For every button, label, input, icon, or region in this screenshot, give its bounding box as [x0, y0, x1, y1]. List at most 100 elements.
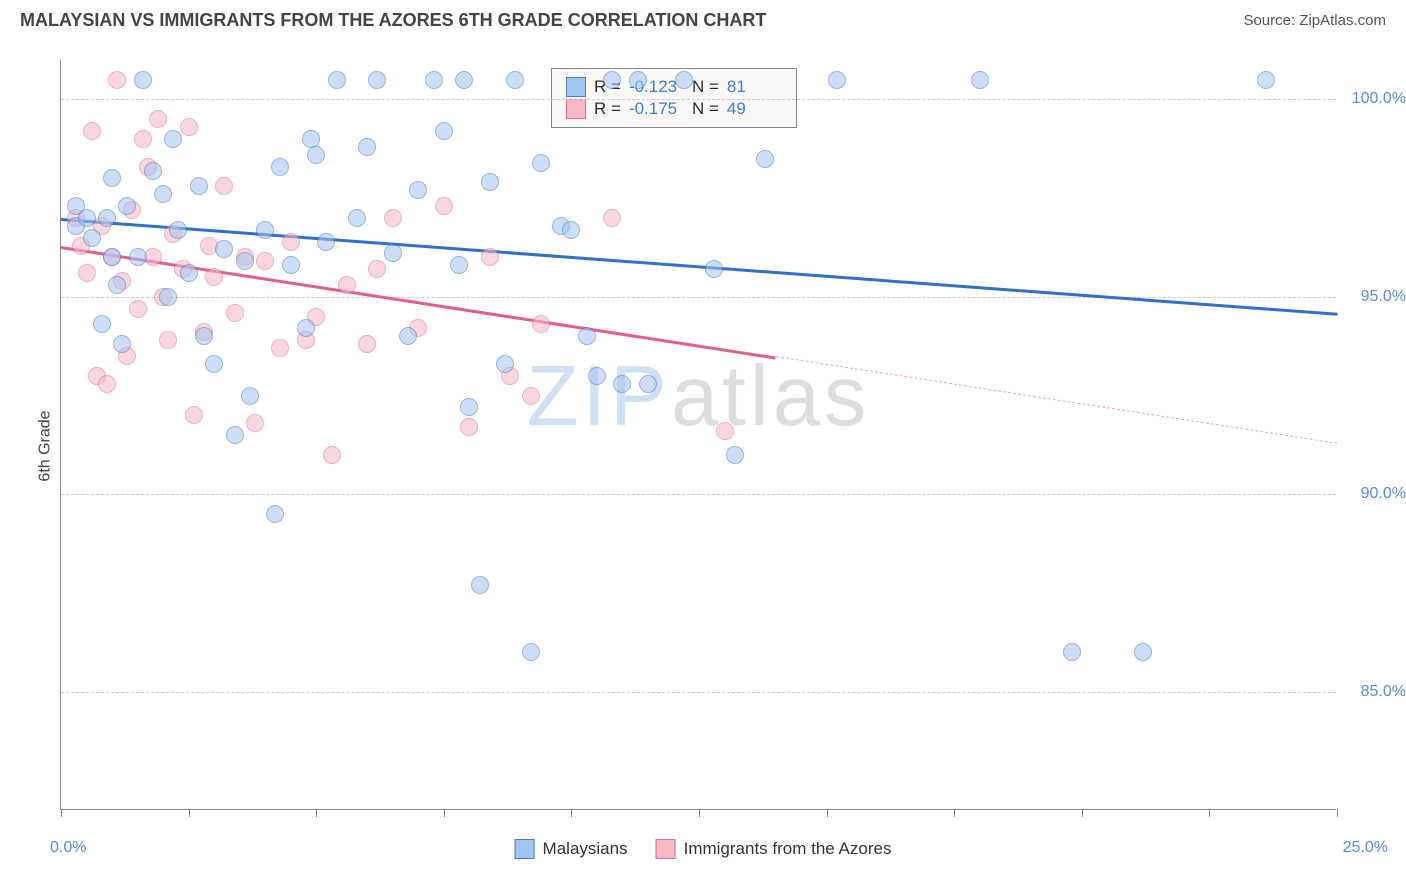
scatter-point-pink: [368, 260, 386, 278]
scatter-point-blue: [180, 264, 198, 282]
scatter-point-blue: [108, 276, 126, 294]
scatter-point-blue: [496, 355, 514, 373]
scatter-point-blue: [236, 252, 254, 270]
scatter-point-blue: [425, 71, 443, 89]
legend-label-blue: Malaysians: [543, 839, 628, 859]
x-tick: [1082, 809, 1083, 817]
bottom-legend: Malaysians Immigrants from the Azores: [515, 839, 892, 859]
scatter-point-blue: [562, 221, 580, 239]
scatter-point-pink: [481, 248, 499, 266]
scatter-point-pink: [384, 209, 402, 227]
scatter-point-pink: [78, 264, 96, 282]
y-tick-label: 100.0%: [1346, 90, 1406, 108]
x-tick: [1209, 809, 1210, 817]
gridline-h: [61, 692, 1336, 693]
scatter-point-blue: [613, 375, 631, 393]
scatter-point-pink: [358, 335, 376, 353]
y-tick-label: 90.0%: [1346, 485, 1406, 503]
scatter-point-blue: [271, 158, 289, 176]
x-axis-max-label: 25.0%: [1343, 839, 1388, 857]
scatter-point-blue: [103, 248, 121, 266]
scatter-point-pink: [98, 375, 116, 393]
trend-line-blue: [61, 218, 1337, 315]
gridline-h: [61, 99, 1336, 100]
scatter-point-blue: [282, 256, 300, 274]
scatter-point-blue: [328, 71, 346, 89]
scatter-point-pink: [134, 130, 152, 148]
legend-label-pink: Immigrants from the Azores: [684, 839, 892, 859]
scatter-point-pink: [149, 110, 167, 128]
x-tick: [189, 809, 190, 817]
x-tick: [571, 809, 572, 817]
trend-line-pink-dashed: [775, 356, 1337, 444]
scatter-point-blue: [588, 367, 606, 385]
scatter-point-blue: [195, 327, 213, 345]
y-tick-label: 95.0%: [1346, 288, 1406, 306]
scatter-point-pink: [83, 122, 101, 140]
r-value-pink: -0.175: [629, 99, 684, 119]
x-tick: [699, 809, 700, 817]
scatter-point-blue: [399, 327, 417, 345]
scatter-point-blue: [368, 71, 386, 89]
scatter-point-blue: [205, 355, 223, 373]
n-label: N =: [692, 99, 719, 119]
y-axis-title: 6th Grade: [37, 410, 55, 481]
legend-item-blue: Malaysians: [515, 839, 628, 859]
n-label: N =: [692, 77, 719, 97]
watermark-zip: ZIP: [527, 349, 671, 444]
scatter-point-blue: [83, 229, 101, 247]
scatter-point-blue: [629, 71, 647, 89]
scatter-point-blue: [256, 221, 274, 239]
scatter-point-blue: [639, 375, 657, 393]
r-label: R =: [594, 99, 621, 119]
scatter-point-blue: [828, 71, 846, 89]
scatter-point-pink: [522, 387, 540, 405]
scatter-point-blue: [532, 154, 550, 172]
scatter-point-blue: [705, 260, 723, 278]
scatter-point-blue: [756, 150, 774, 168]
scatter-point-pink: [144, 248, 162, 266]
scatter-point-blue: [384, 244, 402, 262]
scatter-point-blue: [578, 327, 596, 345]
scatter-point-blue: [506, 71, 524, 89]
x-tick: [954, 809, 955, 817]
scatter-point-pink: [435, 197, 453, 215]
scatter-point-blue: [159, 288, 177, 306]
watermark-atlas: atlas: [671, 349, 871, 444]
n-value-blue: 81: [727, 77, 782, 97]
scatter-point-blue: [144, 162, 162, 180]
scatter-point-blue: [98, 209, 116, 227]
n-value-pink: 49: [727, 99, 782, 119]
scatter-point-blue: [169, 221, 187, 239]
scatter-point-blue: [317, 233, 335, 251]
scatter-point-blue: [78, 209, 96, 227]
scatter-point-blue: [1063, 643, 1081, 661]
stats-row-pink: R = -0.175 N = 49: [566, 99, 782, 119]
scatter-point-pink: [185, 406, 203, 424]
scatter-point-blue: [435, 122, 453, 140]
scatter-point-blue: [455, 71, 473, 89]
scatter-point-blue: [481, 173, 499, 191]
scatter-point-pink: [256, 252, 274, 270]
scatter-point-blue: [675, 71, 693, 89]
scatter-point-blue: [348, 209, 366, 227]
scatter-point-blue: [103, 169, 121, 187]
scatter-point-pink: [180, 118, 198, 136]
chart-plot-area: ZIPatlas R = -0.123 N = 81 R = -0.175 N …: [60, 60, 1336, 810]
scatter-point-blue: [266, 505, 284, 523]
scatter-point-blue: [93, 315, 111, 333]
scatter-point-blue: [471, 576, 489, 594]
x-tick: [827, 809, 828, 817]
gridline-h: [61, 494, 1336, 495]
scatter-point-blue: [726, 446, 744, 464]
scatter-point-blue: [241, 387, 259, 405]
scatter-point-blue: [297, 319, 315, 337]
x-tick: [61, 809, 62, 817]
x-tick: [444, 809, 445, 817]
y-tick-label: 85.0%: [1346, 683, 1406, 701]
scatter-point-pink: [159, 331, 177, 349]
scatter-point-pink: [226, 304, 244, 322]
scatter-point-pink: [205, 268, 223, 286]
scatter-point-pink: [129, 300, 147, 318]
scatter-point-pink: [282, 233, 300, 251]
